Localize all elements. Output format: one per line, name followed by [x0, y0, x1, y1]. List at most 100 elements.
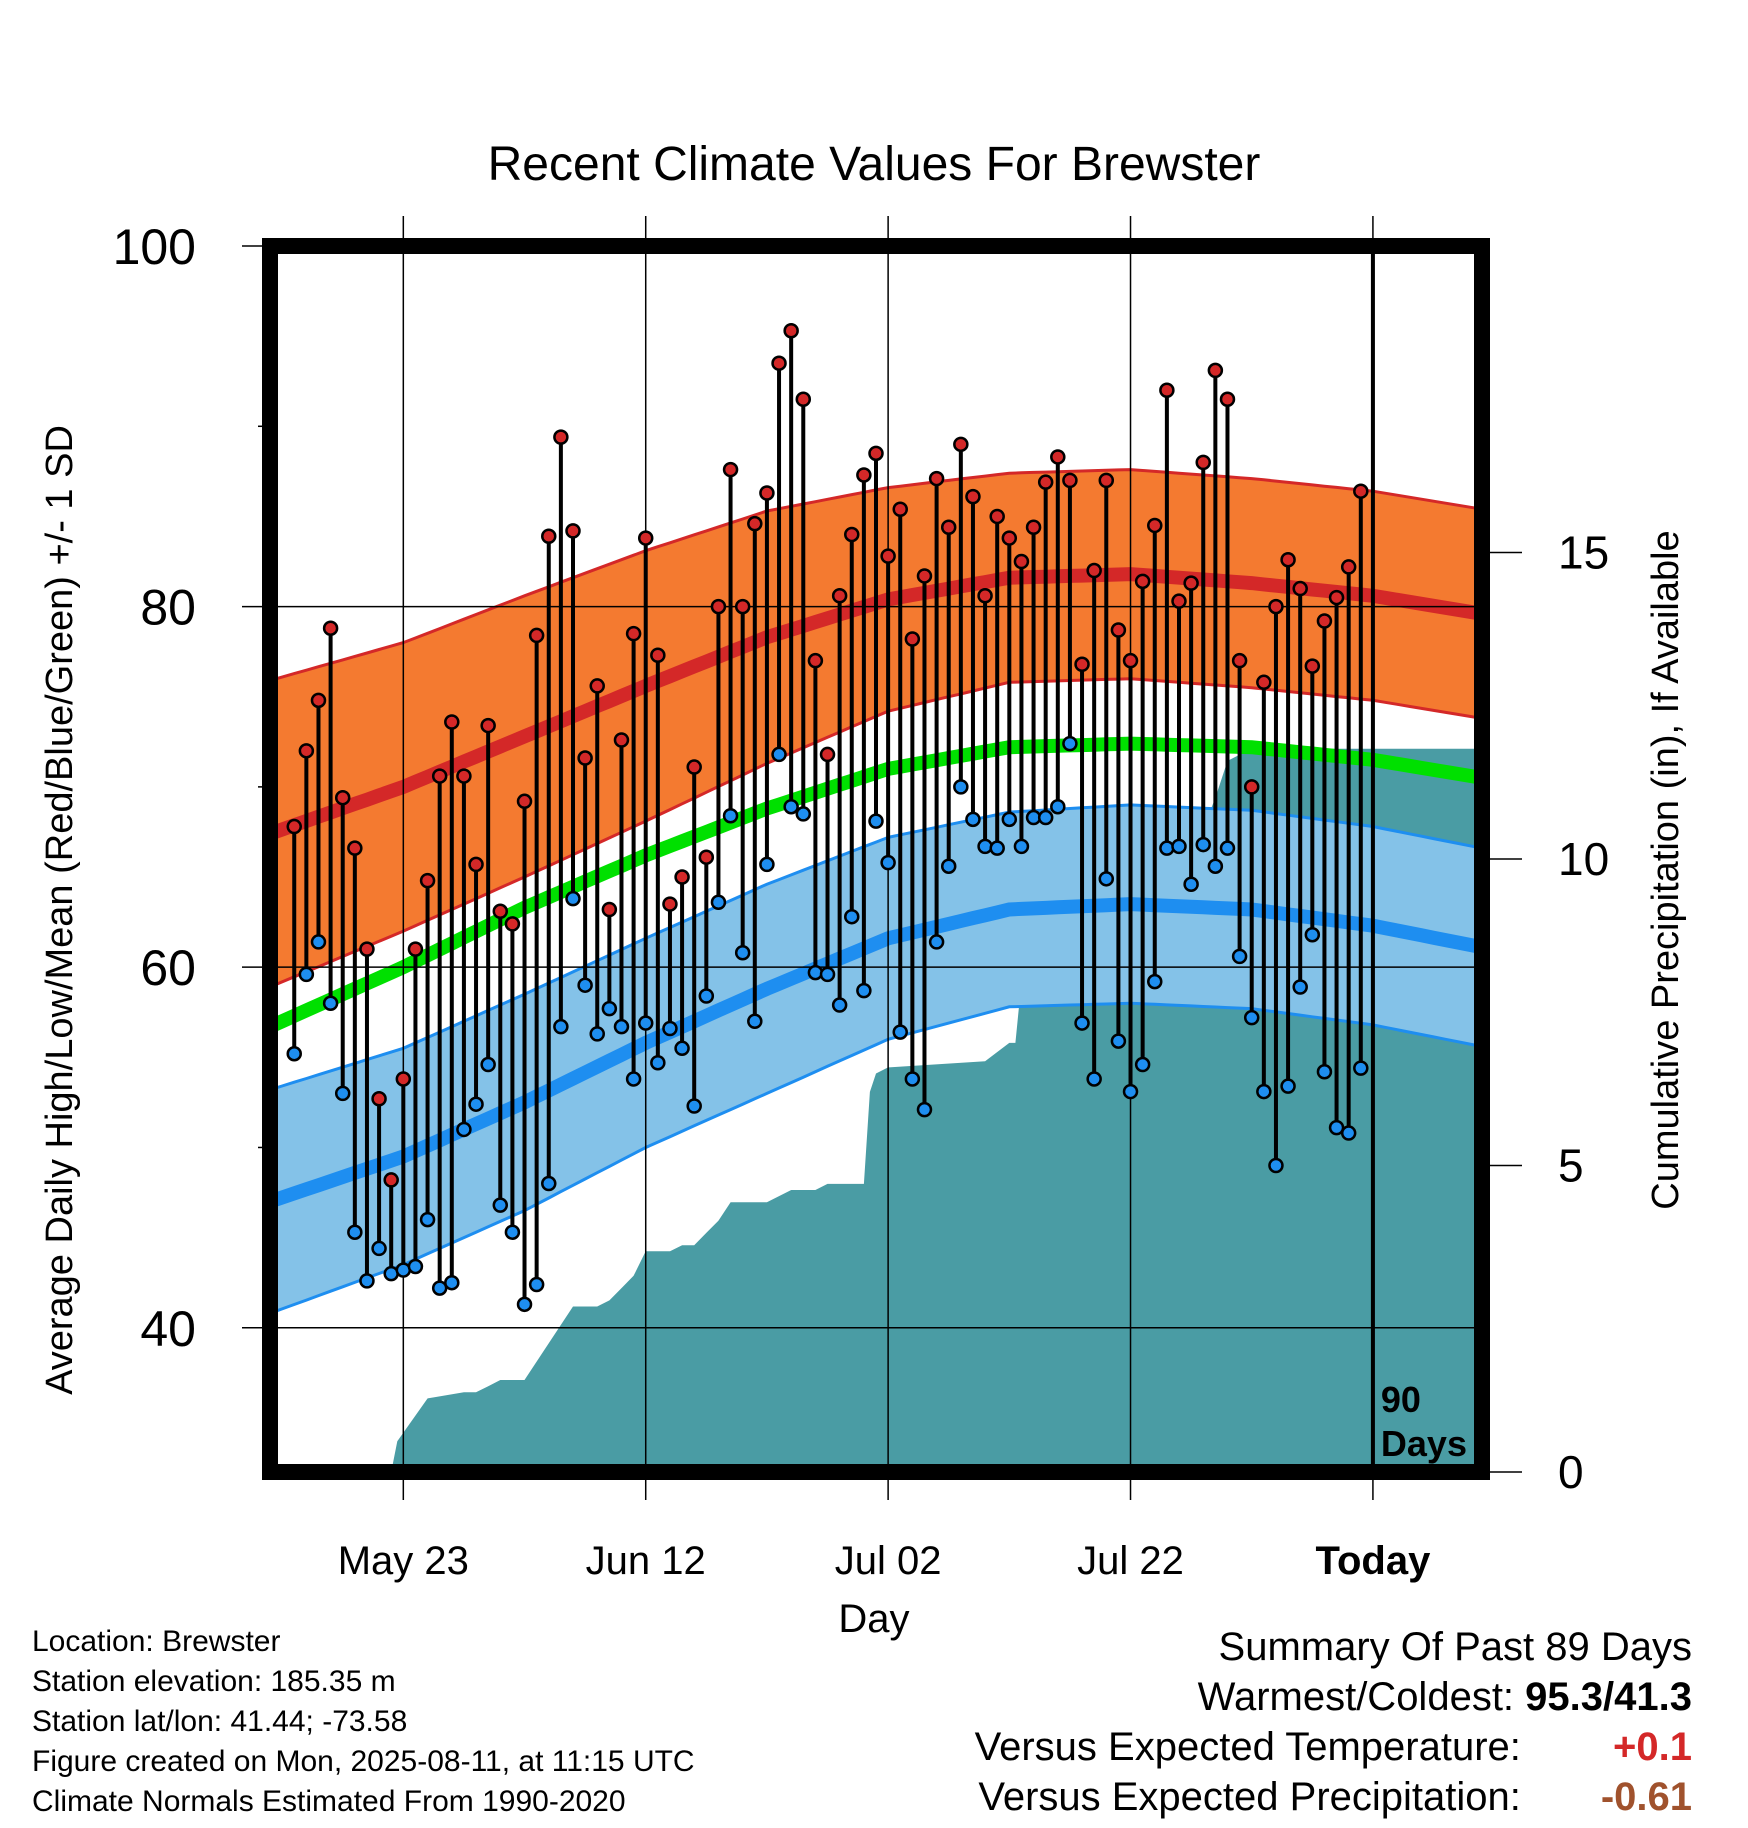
- daily-high-point: [395, 1071, 412, 1087]
- daily-high-point: [625, 625, 642, 642]
- daily-low-point: [904, 1071, 921, 1087]
- daily-high-point: [492, 903, 509, 920]
- daily-high-point: [407, 941, 424, 957]
- daily-low-point: [1062, 735, 1078, 752]
- x-tick-label: Jun 12: [586, 1539, 706, 1583]
- daily-high-point: [1037, 474, 1054, 490]
- daily-high-point: [322, 620, 339, 636]
- daily-low-point: [1171, 838, 1187, 855]
- daily-low-point: [371, 1240, 387, 1257]
- daily-low-point: [747, 1013, 763, 1030]
- low-normal-lower-edge: [270, 1001, 1482, 1315]
- daily-low-point: [565, 890, 581, 907]
- daily-high-point: [783, 322, 799, 339]
- warmest-label: Warmest/Coldest:: [1197, 1675, 1515, 1719]
- daily-high-point: [383, 1172, 399, 1188]
- temp-label: Versus Expected Temperature:: [974, 1725, 1521, 1769]
- daily-low-point: [1207, 858, 1224, 874]
- x-tick-label: Jul 22: [1077, 1539, 1184, 1583]
- summary-panel: Summary Of Past 89 Days Warmest/Coldest:…: [975, 1622, 1692, 1822]
- daily-high-point: [419, 872, 436, 889]
- daily-high-point: [674, 869, 690, 885]
- daily-low-point: [310, 934, 327, 950]
- daily-high-point: [1195, 454, 1211, 471]
- daily-low-point: [662, 1020, 678, 1037]
- station-info: Location: Brewster Station elevation: 18…: [32, 1622, 695, 1822]
- daily-low-point: [844, 908, 860, 925]
- daily-high-point: [480, 717, 496, 734]
- daily-high-point: [1231, 652, 1248, 669]
- daily-low-point: [650, 1054, 666, 1071]
- daily-low-point: [916, 1101, 933, 1118]
- daily-low-point: [771, 746, 787, 763]
- daily-low-point: [1001, 811, 1018, 828]
- daily-high-point: [880, 548, 896, 564]
- daily-high-point: [1280, 551, 1296, 568]
- daily-high-point: [868, 445, 884, 462]
- daily-low-point: [1098, 871, 1115, 887]
- elevation-text: Station elevation: 185.35 m: [32, 1665, 396, 1698]
- latlon-text: Station lat/lon: 41.44; -73.58: [32, 1705, 408, 1738]
- daily-high-point: [431, 768, 448, 784]
- daily-high-point: [1147, 517, 1163, 534]
- daily-low-point: [1328, 1119, 1345, 1136]
- low-normal-band: [270, 804, 1482, 1314]
- daily-high-point: [1316, 613, 1333, 629]
- daily-low-point: [359, 1273, 375, 1289]
- x-tick-label: May 23: [338, 1539, 469, 1583]
- daily-high-point: [831, 588, 848, 604]
- daily-high-point: [662, 896, 678, 912]
- daily-low-point: [298, 966, 315, 983]
- daily-high-point: [468, 856, 484, 873]
- daily-high-point: [541, 528, 557, 545]
- y2-tick-label: 0: [1558, 1446, 1584, 1498]
- y-tick-label: 100: [113, 219, 196, 275]
- temp-row: Versus Expected Temperature: +0.1: [975, 1722, 1692, 1772]
- daily-low-point: [831, 997, 848, 1013]
- y-tick-label: 40: [140, 1301, 196, 1357]
- daily-low-point: [456, 1121, 472, 1138]
- daily-low-point: [1037, 809, 1054, 826]
- daily-high-point: [771, 355, 787, 371]
- daily-low-point: [1353, 1060, 1369, 1076]
- precip-label: Versus Expected Precipitation:: [978, 1775, 1521, 1819]
- x-tick-label: Today: [1316, 1539, 1432, 1583]
- low-normal-mean-line: [270, 897, 1482, 1209]
- daily-high-point: [1122, 652, 1139, 669]
- daily-low-point: [1340, 1125, 1357, 1141]
- daily-high-point: [444, 714, 460, 730]
- daily-low-point: [504, 1224, 521, 1240]
- daily-high-point: [577, 750, 593, 766]
- daily-high-point: [698, 849, 715, 865]
- daily-low-point: [1013, 838, 1030, 855]
- daily-high-point: [528, 627, 545, 644]
- daily-low-point: [589, 1026, 605, 1042]
- daily-high-point: [1159, 382, 1175, 398]
- daily-high-point: [650, 647, 666, 664]
- daily-high-point: [1074, 656, 1090, 673]
- daily-high-point: [1013, 553, 1030, 570]
- daily-high-point: [1110, 622, 1127, 638]
- daily-low-point: [783, 798, 799, 815]
- daily-high-point: [1207, 362, 1224, 379]
- daily-high-point: [795, 391, 812, 407]
- summary-title: Summary Of Past 89 Days: [1218, 1625, 1692, 1669]
- daily-low-point: [613, 1018, 630, 1035]
- daily-low-point: [940, 858, 957, 874]
- daily-high-point: [286, 818, 302, 835]
- location-text: Location: Brewster: [32, 1625, 281, 1658]
- daily-high-point: [1050, 449, 1066, 465]
- daily-low-point: [953, 779, 969, 795]
- daily-low-point: [1183, 876, 1199, 892]
- daily-low-point: [625, 1071, 642, 1087]
- daily-high-point: [1134, 573, 1151, 590]
- daily-low-point: [334, 1085, 351, 1102]
- daily-low-point: [868, 813, 884, 829]
- daily-low-point: [722, 807, 739, 824]
- daily-low-point: [1122, 1083, 1139, 1100]
- daily-high-point: [686, 759, 702, 775]
- daily-high-point: [928, 470, 945, 487]
- daily-low-point: [880, 854, 896, 871]
- daily-low-point: [601, 1000, 618, 1017]
